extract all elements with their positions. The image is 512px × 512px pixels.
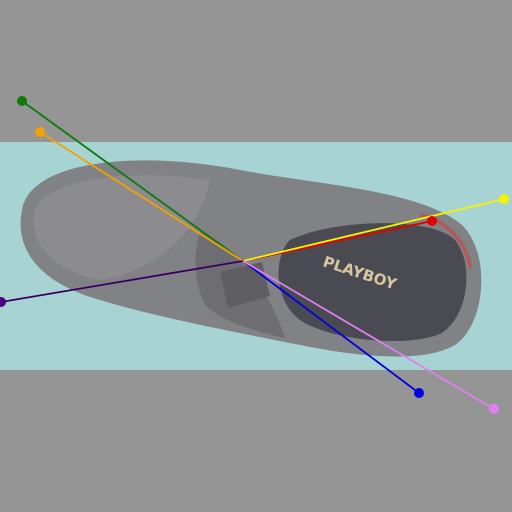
orange-marker: [35, 127, 45, 137]
blue-ray: [242, 260, 420, 394]
violet-ray: [242, 260, 495, 410]
orange-ray: [39, 131, 244, 262]
blue-marker: [414, 388, 424, 398]
green-marker: [17, 96, 27, 106]
shoe-buckle: [220, 262, 270, 308]
green-ray: [21, 100, 244, 262]
red-marker: [427, 216, 437, 226]
violet-marker: [489, 404, 499, 414]
shoe-toe-highlight: [33, 175, 210, 280]
ray-overlay: [0, 96, 509, 414]
shoe-insole: [278, 223, 467, 342]
purple-marker: [0, 297, 6, 307]
black-ray: [0, 260, 244, 303]
yellow-marker: [499, 194, 509, 204]
yellow-ray: [242, 198, 505, 262]
